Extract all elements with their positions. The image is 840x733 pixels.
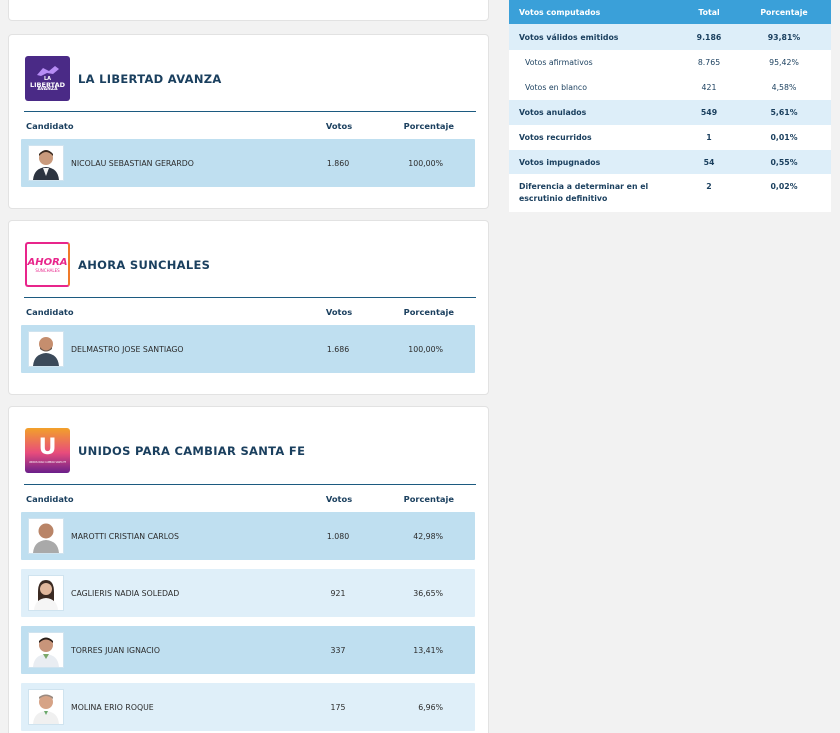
summary-label: Votos en blanco — [525, 83, 587, 92]
summary-row-recurridos: Votos recurridos 1 0,01% — [509, 125, 831, 150]
summary-row-impugnados: Votos impugnados 54 0,55% — [509, 150, 831, 174]
party-name: AHORA SUNCHALES — [78, 257, 211, 272]
summary-percent: 93,81% — [767, 32, 801, 42]
summary-header-total: Total — [698, 7, 720, 17]
logo-text: LA — [43, 75, 52, 82]
party-header: U UNIDOS PARA CAMBIAR SANTA FE UNIDOS PA… — [25, 428, 305, 473]
candidate-row[interactable]: MOLINA ERIO ROQUE 175 6,96% — [21, 683, 475, 731]
candidate-percent: 6,96% — [418, 702, 443, 712]
candidate-row[interactable]: TORRES JUAN IGNACIO 337 13,41% — [21, 626, 475, 674]
candidate-percent: 100,00% — [408, 344, 443, 354]
column-percent: Porcentaje — [403, 493, 454, 504]
candidate-photo — [28, 145, 64, 181]
lion-icon — [36, 65, 59, 76]
summary-percent: 0,55% — [770, 157, 798, 167]
candidate-votes: 175 — [330, 702, 346, 712]
party-name: UNIDOS PARA CAMBIAR SANTA FE — [78, 443, 306, 458]
summary-row-diferencia: Diferencia a determinar en el escrutinio… — [509, 174, 831, 212]
candidate-photo — [28, 518, 64, 554]
candidate-name: CAGLIERIS NADIA SOLEDAD — [71, 588, 180, 598]
summary-percent: 5,61% — [770, 108, 798, 117]
candidate-percent: 42,98% — [413, 531, 443, 541]
votes-summary-table: Votos computados Total Porcentaje Votos … — [509, 0, 831, 212]
summary-header-percent: Porcentaje — [760, 7, 808, 17]
summary-percent: 0,01% — [770, 133, 798, 142]
column-headers: Candidato Votos Porcentaje — [24, 111, 476, 139]
summary-header-label: Votos computados — [519, 7, 601, 17]
summary-total: 8.765 — [697, 58, 721, 67]
column-votes: Votos — [325, 120, 353, 131]
party-name: LA LIBERTAD AVANZA — [78, 71, 222, 86]
summary-percent: 0,02% — [770, 182, 798, 191]
candidate-photo — [28, 689, 64, 725]
column-votes: Votos — [325, 493, 353, 504]
candidate-name: MAROTTI CRISTIAN CARLOS — [71, 531, 179, 541]
summary-label: Diferencia a determinar en el escrutinio… — [519, 182, 649, 204]
summary-total: 549 — [700, 108, 718, 117]
summary-label: Votos válidos emitidos — [519, 32, 619, 42]
summary-label: Votos impugnados — [519, 157, 601, 167]
summary-label: Votos anulados — [519, 108, 587, 117]
candidate-votes: 1.686 — [326, 344, 350, 354]
summary-percent: 4,58% — [771, 83, 797, 92]
summary-total: 54 — [703, 157, 715, 167]
summary-label: Votos afirmativos — [525, 58, 593, 67]
party-header: AHORA SUNCHALES AHORA SUNCHALES — [25, 242, 210, 287]
column-candidate: Candidato — [26, 493, 74, 504]
column-candidate: Candidato — [26, 306, 74, 317]
summary-row-afirmativos: Votos afirmativos 8.765 95,42% — [509, 50, 831, 75]
candidate-row[interactable]: CAGLIERIS NADIA SOLEDAD 921 36,65% — [21, 569, 475, 617]
summary-row-validos: Votos válidos emitidos 9.186 93,81% — [509, 24, 831, 50]
party-card-ahora-sunchales: AHORA SUNCHALES AHORA SUNCHALES Candidat… — [8, 220, 489, 395]
previous-party-card — [8, 0, 489, 21]
party-card-libertad-avanza: LA LIBERTAD AVANZA LA LIBERTAD AVANZA Ca… — [8, 34, 489, 209]
summary-row-anulados: Votos anulados 549 5,61% — [509, 100, 831, 125]
logo-text: SUNCHALES — [35, 267, 60, 273]
column-headers: Candidato Votos Porcentaje — [24, 484, 476, 512]
summary-total: 1 — [706, 133, 712, 142]
candidate-photo — [28, 632, 64, 668]
summary-header: Votos computados Total Porcentaje — [509, 0, 831, 24]
candidate-name: MOLINA ERIO ROQUE — [71, 702, 154, 712]
logo-text: LIBERTAD — [29, 80, 66, 89]
candidate-votes: 1.860 — [326, 158, 350, 168]
party-header: LA LIBERTAD AVANZA LA LIBERTAD AVANZA — [25, 56, 222, 101]
summary-total: 2 — [706, 182, 712, 191]
candidate-name: DELMASTRO JOSE SANTIAGO — [71, 344, 184, 354]
candidate-votes: 337 — [330, 645, 346, 655]
column-votes: Votos — [325, 306, 353, 317]
candidate-votes: 1.080 — [326, 531, 350, 541]
logo-text: AVANZA — [37, 87, 58, 92]
logo-text: U — [38, 435, 57, 460]
candidate-percent: 100,00% — [408, 158, 443, 168]
summary-total: 421 — [701, 83, 717, 92]
logo-text: AHORA — [27, 256, 68, 268]
column-candidate: Candidato — [26, 120, 74, 131]
candidate-name: NICOLAU SEBASTIAN GERARDO — [71, 158, 194, 168]
candidate-photo — [28, 331, 64, 367]
column-headers: Candidato Votos Porcentaje — [24, 297, 476, 325]
summary-label: Votos recurridos — [519, 133, 592, 142]
candidate-row[interactable]: DELMASTRO JOSE SANTIAGO 1.686 100,00% — [21, 325, 475, 373]
summary-total: 9.186 — [696, 32, 722, 42]
candidate-percent: 36,65% — [413, 588, 443, 598]
unidos-logo: U UNIDOS PARA CAMBIAR SANTA FE — [25, 428, 70, 473]
candidate-photo — [28, 575, 64, 611]
column-percent: Porcentaje — [403, 120, 454, 131]
summary-row-blanco: Votos en blanco 421 4,58% — [509, 75, 831, 100]
candidate-row[interactable]: NICOLAU SEBASTIAN GERARDO 1.860 100,00% — [21, 139, 475, 187]
candidate-row[interactable]: MAROTTI CRISTIAN CARLOS 1.080 42,98% — [21, 512, 475, 560]
ahora-sunchales-logo: AHORA SUNCHALES — [25, 242, 70, 287]
candidate-percent: 13,41% — [413, 645, 443, 655]
column-percent: Porcentaje — [403, 306, 454, 317]
party-card-unidos: U UNIDOS PARA CAMBIAR SANTA FE UNIDOS PA… — [8, 406, 489, 733]
summary-percent: 95,42% — [769, 58, 799, 67]
logo-text: UNIDOS PARA CAMBIAR SANTA FE — [29, 461, 66, 464]
candidate-votes: 921 — [330, 588, 346, 598]
candidate-name: TORRES JUAN IGNACIO — [71, 645, 160, 655]
libertad-avanza-logo: LA LIBERTAD AVANZA — [25, 56, 70, 101]
